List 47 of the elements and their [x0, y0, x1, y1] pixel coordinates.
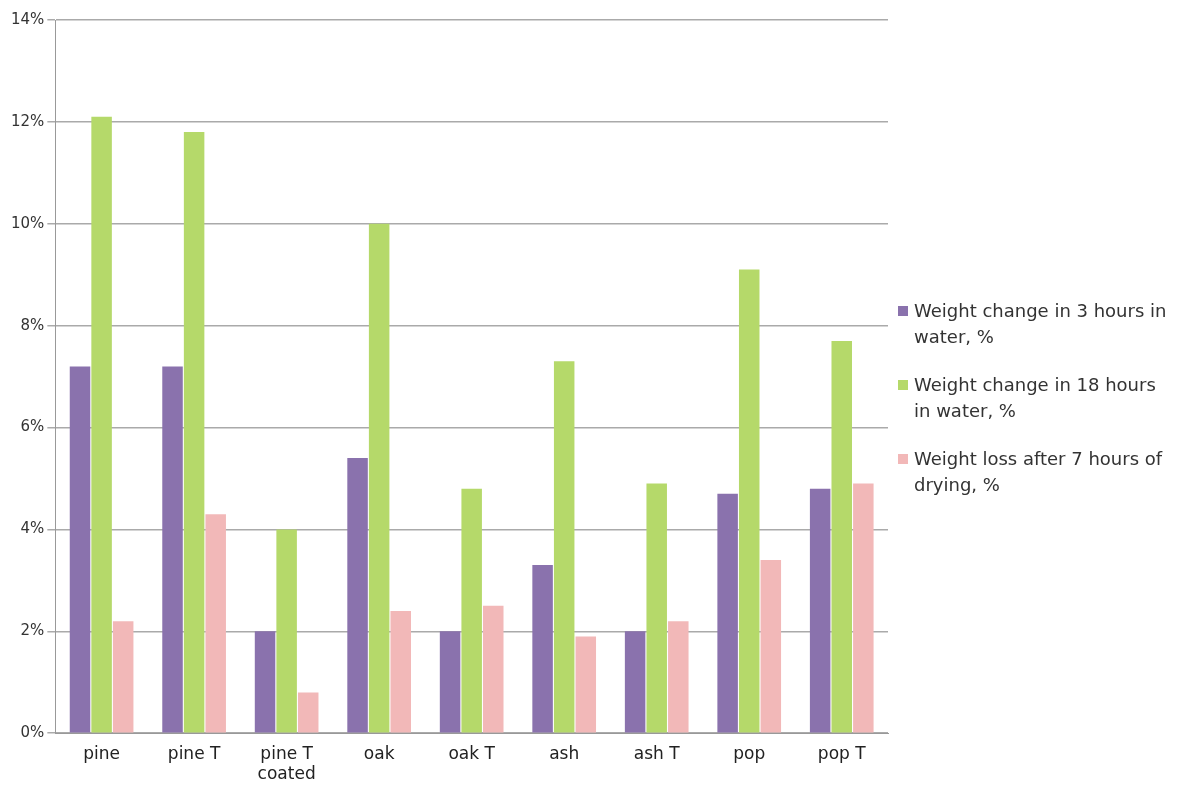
x-tick-label: pine T coated: [257, 742, 316, 784]
x-tick-label: pine T: [167, 742, 221, 763]
x-tick-label: pop T: [817, 742, 867, 763]
bar: [276, 529, 297, 733]
y-tick-label: 14%: [11, 9, 45, 28]
bar: [183, 132, 205, 733]
bar: [646, 483, 667, 733]
x-tick-label: ash T: [633, 742, 681, 763]
bar: [831, 340, 852, 733]
bar: [347, 458, 368, 733]
legend-label: Weight loss after 7 hours of drying, %: [914, 447, 1164, 497]
x-tick-label: pop: [733, 742, 766, 763]
bar: [717, 493, 738, 733]
y-tick-label: 4%: [20, 519, 45, 538]
y-tick-label: 12%: [11, 111, 45, 130]
bar: [575, 636, 597, 733]
x-tick-label: oak: [363, 742, 395, 763]
bar: [69, 366, 91, 733]
y-tick-label: 0%: [20, 723, 45, 742]
x-tick-label: oak T: [448, 742, 496, 763]
y-tick-label: 6%: [20, 417, 45, 436]
y-tick-label: 2%: [20, 621, 45, 640]
y-tick-label: 8%: [20, 315, 45, 334]
bar: [254, 631, 276, 733]
bar: [205, 514, 226, 733]
bar: [760, 559, 782, 733]
y-tick-label: 10%: [11, 213, 45, 232]
bar: [297, 692, 319, 733]
x-tick-label: ash: [549, 742, 580, 763]
bar: [738, 269, 760, 733]
bar: [809, 488, 831, 733]
bar: [483, 605, 504, 733]
bar: [368, 223, 390, 733]
bar: [91, 116, 112, 733]
bar: [439, 631, 461, 733]
bar: [553, 361, 575, 733]
bar: [624, 631, 646, 733]
bar: [853, 483, 874, 733]
bar: [461, 488, 482, 733]
bar: [532, 565, 553, 733]
x-tick-label: pine: [83, 742, 120, 763]
legend-label: Weight change in 18 hours in water, %: [914, 373, 1157, 423]
bar: [162, 366, 183, 733]
bar: [668, 621, 689, 733]
bar: [112, 621, 134, 733]
legend-label: Weight change in 3 hours in water, %: [914, 299, 1168, 349]
bar: [390, 610, 411, 733]
